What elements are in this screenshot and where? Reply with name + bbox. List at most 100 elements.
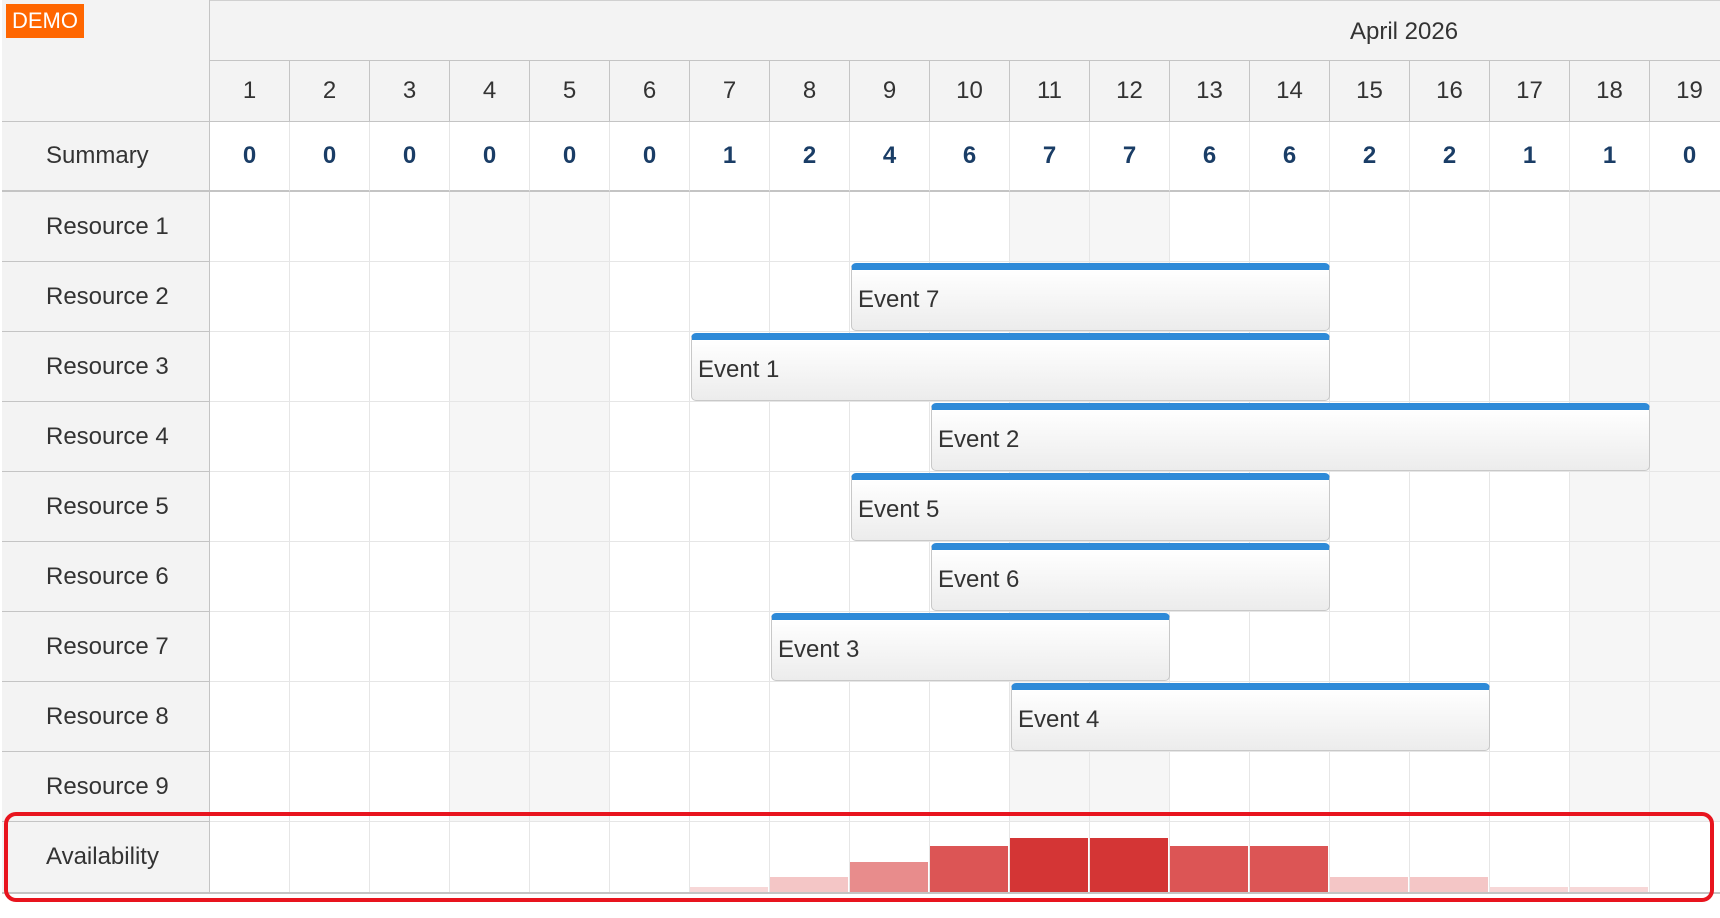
grid-cell[interactable] <box>370 542 450 612</box>
grid-cell[interactable] <box>1330 752 1410 822</box>
grid-cell[interactable] <box>290 612 370 682</box>
grid-cell[interactable] <box>850 402 930 472</box>
grid-cell[interactable] <box>690 262 770 332</box>
grid-cell[interactable] <box>290 262 370 332</box>
grid-cell[interactable] <box>450 682 530 752</box>
resource-label-6[interactable]: Resource 6 <box>2 542 210 612</box>
resource-label-5[interactable]: Resource 5 <box>2 472 210 542</box>
event-bar-event-4[interactable]: Event 4 <box>1011 683 1490 751</box>
event-bar-event-1[interactable]: Event 1 <box>691 333 1330 401</box>
grid-cell[interactable] <box>690 752 770 822</box>
grid-cell[interactable] <box>1570 752 1650 822</box>
grid-cell[interactable] <box>530 542 610 612</box>
grid-cell[interactable] <box>370 332 450 402</box>
resource-label-9[interactable]: Resource 9 <box>2 752 210 822</box>
grid-cell[interactable] <box>610 542 690 612</box>
grid-cell[interactable] <box>290 402 370 472</box>
grid-cell[interactable] <box>1570 612 1650 682</box>
grid-cell[interactable] <box>450 262 530 332</box>
grid-cell[interactable] <box>290 332 370 402</box>
grid-cell[interactable] <box>1650 192 1720 262</box>
grid-cell[interactable] <box>850 542 930 612</box>
grid-cell[interactable] <box>210 402 290 472</box>
grid-cell[interactable] <box>1090 752 1170 822</box>
grid-cell[interactable] <box>530 192 610 262</box>
grid-cell[interactable] <box>450 542 530 612</box>
grid-cell[interactable] <box>1650 262 1720 332</box>
grid-cell[interactable] <box>690 192 770 262</box>
grid-cell[interactable] <box>1650 402 1720 472</box>
grid-cell[interactable] <box>1330 472 1410 542</box>
grid-cell[interactable] <box>610 682 690 752</box>
grid-cell[interactable] <box>1570 192 1650 262</box>
grid-cell[interactable] <box>290 472 370 542</box>
grid-cell[interactable] <box>530 612 610 682</box>
grid-cell[interactable] <box>770 472 850 542</box>
grid-cell[interactable] <box>770 682 850 752</box>
grid-cell[interactable] <box>530 402 610 472</box>
grid-cell[interactable] <box>1410 192 1490 262</box>
event-bar-event-6[interactable]: Event 6 <box>931 543 1330 611</box>
grid-cell[interactable] <box>1490 612 1570 682</box>
grid-cell[interactable] <box>450 402 530 472</box>
grid-cell[interactable] <box>610 752 690 822</box>
grid-cell[interactable] <box>370 472 450 542</box>
grid-cell[interactable] <box>1170 612 1250 682</box>
grid-cell[interactable] <box>1650 542 1720 612</box>
grid-cell[interactable] <box>210 192 290 262</box>
event-bar-event-2[interactable]: Event 2 <box>931 403 1650 471</box>
grid-cell[interactable] <box>210 682 290 752</box>
grid-cell[interactable] <box>450 332 530 402</box>
grid-cell[interactable] <box>1650 752 1720 822</box>
grid-cell[interactable] <box>1170 192 1250 262</box>
grid-cell[interactable] <box>770 262 850 332</box>
grid-cell[interactable] <box>1410 752 1490 822</box>
grid-cell[interactable] <box>1650 332 1720 402</box>
grid-cell[interactable] <box>1330 612 1410 682</box>
grid-cell[interactable] <box>1010 752 1090 822</box>
grid-cell[interactable] <box>690 402 770 472</box>
grid-cell[interactable] <box>290 752 370 822</box>
grid-cell[interactable] <box>1410 612 1490 682</box>
grid-cell[interactable] <box>1570 262 1650 332</box>
grid-cell[interactable] <box>930 192 1010 262</box>
grid-cell[interactable] <box>1490 542 1570 612</box>
grid-cell[interactable] <box>210 332 290 402</box>
grid-cell[interactable] <box>610 332 690 402</box>
grid-cell[interactable] <box>1490 472 1570 542</box>
grid-cell[interactable] <box>290 542 370 612</box>
grid-cell[interactable] <box>1090 192 1170 262</box>
grid-cell[interactable] <box>1250 192 1330 262</box>
grid-cell[interactable] <box>770 402 850 472</box>
grid-cell[interactable] <box>1330 332 1410 402</box>
grid-cell[interactable] <box>770 542 850 612</box>
event-bar-event-7[interactable]: Event 7 <box>851 263 1330 331</box>
grid-cell[interactable] <box>1410 542 1490 612</box>
grid-cell[interactable] <box>530 682 610 752</box>
grid-cell[interactable] <box>610 192 690 262</box>
resource-label-3[interactable]: Resource 3 <box>2 332 210 402</box>
grid-cell[interactable] <box>690 682 770 752</box>
grid-cell[interactable] <box>1650 612 1720 682</box>
grid-cell[interactable] <box>210 472 290 542</box>
grid-cell[interactable] <box>1570 542 1650 612</box>
resource-label-4[interactable]: Resource 4 <box>2 402 210 472</box>
grid-cell[interactable] <box>530 332 610 402</box>
grid-cell[interactable] <box>610 612 690 682</box>
grid-cell[interactable] <box>530 472 610 542</box>
grid-cell[interactable] <box>770 752 850 822</box>
grid-cell[interactable] <box>850 682 930 752</box>
resource-label-8[interactable]: Resource 8 <box>2 682 210 752</box>
grid-cell[interactable] <box>1010 192 1090 262</box>
grid-cell[interactable] <box>1490 262 1570 332</box>
grid-cell[interactable] <box>370 682 450 752</box>
grid-cell[interactable] <box>770 192 850 262</box>
grid-cell[interactable] <box>1410 332 1490 402</box>
grid-cell[interactable] <box>1570 472 1650 542</box>
event-bar-event-5[interactable]: Event 5 <box>851 473 1330 541</box>
grid-cell[interactable] <box>690 612 770 682</box>
event-bar-event-3[interactable]: Event 3 <box>771 613 1170 681</box>
grid-cell[interactable] <box>1570 682 1650 752</box>
grid-cell[interactable] <box>690 542 770 612</box>
grid-cell[interactable] <box>1330 542 1410 612</box>
